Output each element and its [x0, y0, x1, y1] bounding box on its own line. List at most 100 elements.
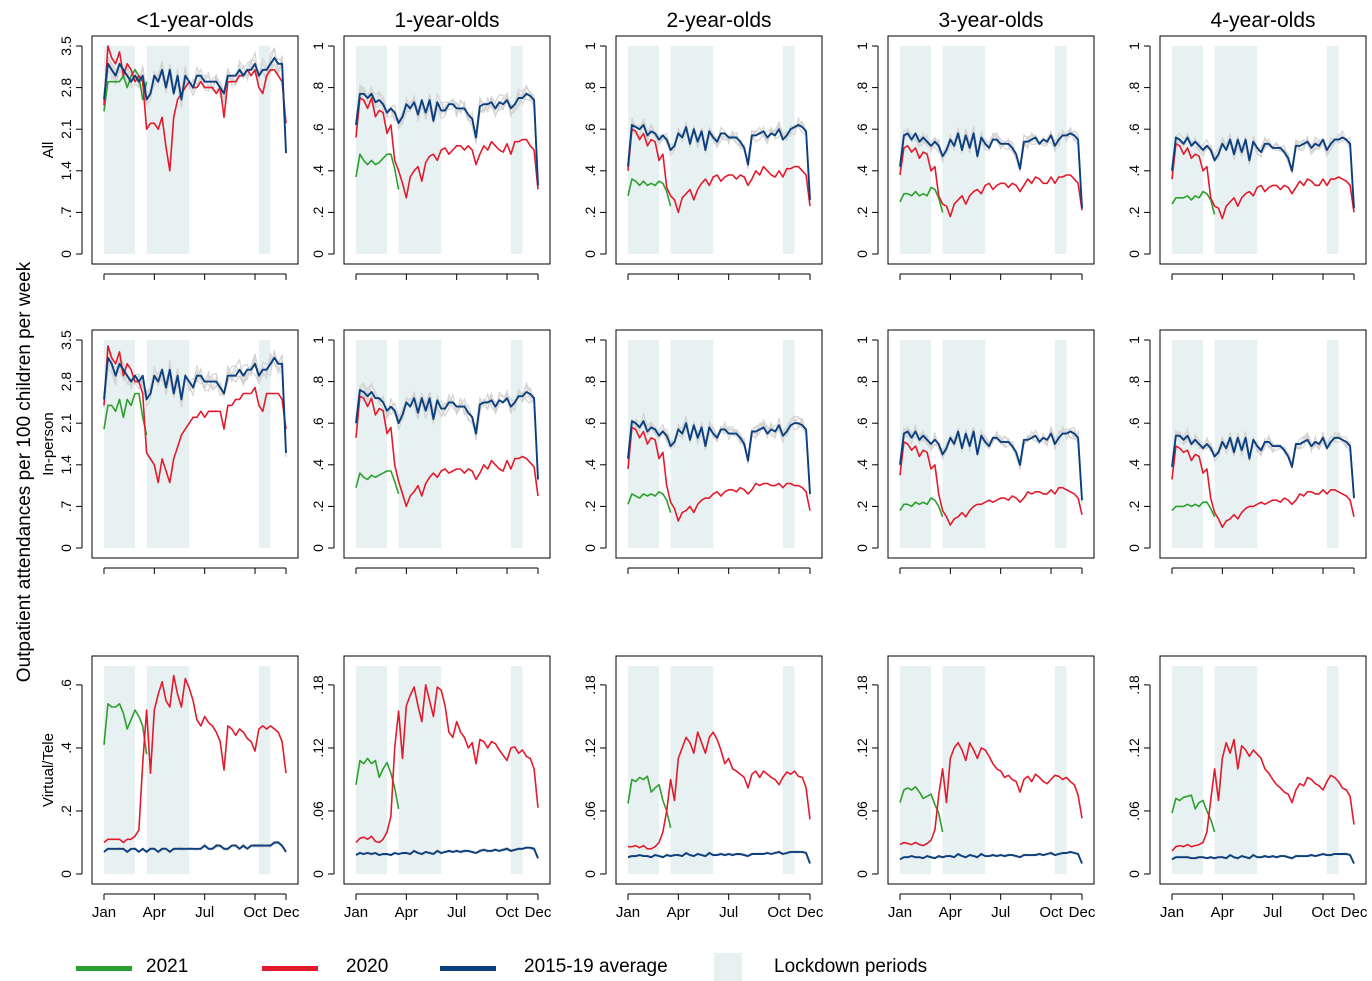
series-2021-line: [627, 490, 672, 513]
series-average-line: [355, 388, 539, 480]
series-average-line: [1171, 853, 1355, 864]
series-2020-line: [1171, 445, 1355, 529]
plot-frame: [615, 655, 823, 885]
y-tick-label: .6: [854, 123, 870, 135]
y-tick-label: 1: [310, 42, 326, 50]
lockdown-band: [628, 46, 659, 254]
y-tick-label: .6: [1126, 123, 1142, 135]
x-tick-label: Oct: [767, 904, 791, 921]
panel-virtual-tele-2-year-olds: 0 .06 .12 .18 Jan Apr Jul Oct Dec: [582, 655, 824, 921]
y-tick-label: .8: [854, 376, 870, 388]
y-tick-label: 0: [310, 250, 326, 258]
panel-virtual-tele-1-year-olds: 0 .06 .12 .18 Jan Apr Jul Oct Dec: [310, 655, 552, 921]
y-tick-label: 0: [1126, 870, 1142, 878]
y-tick-label: 0: [582, 870, 598, 878]
y-tick-label: .2: [582, 206, 598, 218]
y-tick-label: .12: [1126, 738, 1142, 758]
x-tick-label: Oct: [1039, 904, 1063, 921]
lockdown-band: [1172, 666, 1203, 874]
y-tick-label: 0: [310, 870, 326, 878]
y-tick-label: 2.8: [58, 372, 74, 392]
series-2020-line: [899, 741, 1083, 847]
legend-label-2020: 2020: [346, 956, 389, 977]
legend-swatch-average: [440, 966, 496, 971]
panel-all-4-year-olds: 0 .2 .4 .6 .8 1: [1126, 35, 1367, 280]
y-tick-label: .2: [1126, 206, 1142, 218]
x-tick-label: Jul: [719, 904, 738, 921]
series-2020-line: [1171, 143, 1355, 220]
y-axis-title: Outpatient attendances per 100 children …: [14, 261, 35, 682]
series-average-line: [1171, 434, 1355, 499]
y-tick-label: 0: [582, 250, 598, 258]
y-tick-label: 0: [1126, 544, 1142, 552]
y-tick-label: 0: [854, 250, 870, 258]
y-tick-label: .18: [1126, 675, 1142, 695]
x-tick-label: Apr: [939, 904, 962, 921]
series-average-line: [627, 420, 811, 494]
panel-all-lt-1-year-olds: 0 .7 1.4 2.1 2.8 3.5: [58, 35, 299, 280]
x-tick-label: Jan: [1160, 904, 1184, 921]
plot-frame: [887, 35, 1095, 265]
y-tick-label: .4: [582, 165, 598, 177]
y-tick-label: .4: [310, 459, 326, 471]
x-tick-label: Oct: [495, 904, 519, 921]
y-tick-label: .18: [582, 675, 598, 695]
x-tick-label: Apr: [667, 904, 690, 921]
lockdown-band: [1326, 666, 1339, 874]
x-tick-label: Jan: [92, 904, 116, 921]
y-tick-label: 0: [58, 250, 74, 258]
series-average-line: [899, 430, 1083, 501]
lockdown-band: [1054, 46, 1067, 254]
y-tick-label: 0: [582, 544, 598, 552]
x-tick-label: Apr: [1211, 904, 1234, 921]
y-tick-label: 2.1: [58, 119, 74, 139]
lockdown-band: [900, 340, 931, 548]
y-tick-label: .6: [310, 417, 326, 429]
y-tick-label: 3.5: [58, 36, 74, 56]
lockdown-band: [510, 666, 523, 874]
y-tick-label: .2: [854, 500, 870, 512]
y-tick-label: .4: [854, 165, 870, 177]
lockdown-band: [104, 666, 135, 874]
series-2020-line: [355, 684, 539, 844]
x-tick-label: Dec: [1069, 904, 1096, 921]
y-tick-label: .8: [310, 82, 326, 94]
series-average-line: [627, 124, 811, 200]
legend: 2021 2020 2015-19 average Lockdown perio…: [0, 950, 1372, 981]
series-2020-line: [103, 345, 287, 484]
y-tick-label: 1.4: [58, 455, 74, 475]
y-tick-label: .2: [58, 805, 74, 817]
lockdown-band: [900, 666, 931, 874]
series-average-line: [103, 356, 287, 453]
x-tick-label: Apr: [395, 904, 418, 921]
x-tick-label: Jul: [447, 904, 466, 921]
y-tick-label: .12: [854, 738, 870, 758]
series-average-line: [627, 850, 811, 864]
y-tick-label: .8: [1126, 82, 1142, 94]
y-tick-label: .7: [58, 206, 74, 218]
y-tick-label: .6: [310, 123, 326, 135]
series-2020-line: [1171, 738, 1355, 852]
x-tick-label: Jul: [991, 904, 1010, 921]
series-2020-line: [355, 395, 539, 508]
y-tick-label: 1: [582, 336, 598, 344]
x-tick-label: Oct: [1311, 904, 1335, 921]
y-tick-label: .06: [1126, 801, 1142, 821]
y-tick-label: 0: [1126, 250, 1142, 258]
panel-in-person-lt-1-year-olds: 0 .7 1.4 2.1 2.8 3.5: [58, 329, 299, 574]
y-tick-label: .4: [58, 742, 74, 754]
lockdown-band: [104, 340, 135, 548]
column-title-3-year-olds: 3-year-olds: [938, 9, 1043, 32]
plot-frame: [91, 655, 299, 885]
column-title-4-year-olds: 4-year-olds: [1210, 9, 1315, 32]
x-tick-label: Dec: [273, 904, 300, 921]
x-tick-label: Apr: [143, 904, 166, 921]
y-tick-label: 3.5: [58, 330, 74, 350]
lockdown-band: [258, 340, 271, 548]
plot-frame: [887, 329, 1095, 559]
row-title-virtual-tele: Virtual/Tele: [40, 733, 57, 807]
y-tick-label: .06: [582, 801, 598, 821]
series-2021-line: [899, 186, 944, 213]
plot-frame: [887, 655, 1095, 885]
series-average-line: [355, 92, 539, 186]
